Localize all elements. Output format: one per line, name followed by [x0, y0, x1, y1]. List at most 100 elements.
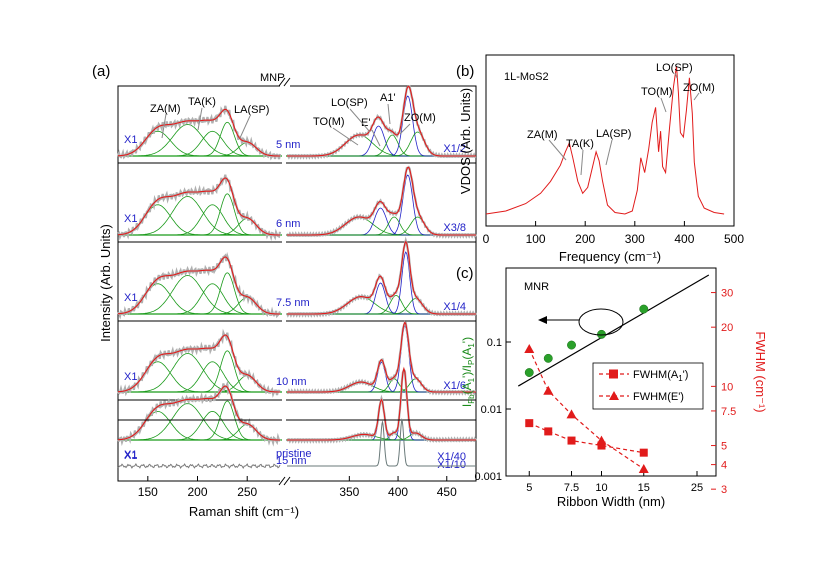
vdos-curve [485, 65, 725, 215]
tick-label-a: 200 [187, 485, 207, 499]
spectrum-row-2: X1 7.5 nm X1/4 [117, 236, 477, 320]
panel-c-frame [505, 267, 717, 477]
row-right-scale: X1/2 [443, 143, 466, 155]
panel-a-label: (a) [92, 63, 110, 80]
panel-c-ylabel-right: FWHM (cm⁻¹) [753, 331, 768, 412]
panel-b: (b) 1L-MoS2 0 100 200 300 400 500 ZA(M) TA(K)… [456, 54, 744, 264]
legend-a1-label: FWHM(A1') [633, 369, 688, 383]
panel-a-xlabel: Raman shift (cm⁻¹) [189, 504, 299, 519]
fit-left [118, 385, 280, 441]
fwhm-a1-point [597, 441, 606, 450]
fit-right [287, 366, 476, 441]
spectrum-row-4: X1 15 nm X1/10 [117, 366, 477, 471]
panel-a-ticks: 150 200 250 350 400 450 [138, 476, 457, 499]
panel-a-sample-label: MNR [260, 72, 285, 84]
component-left-1 [118, 124, 280, 157]
ratio-point [567, 340, 576, 350]
ratio-ellipse-annotation [578, 308, 624, 336]
spectrum-row-5: X1 pristine X1/40 [117, 418, 476, 470]
fit-right [287, 240, 476, 315]
panel-b-frame [485, 54, 735, 227]
tick-label-c-right: 7.5 [721, 406, 736, 418]
row-left-scale: X1 [124, 292, 137, 304]
vdos-label-to: TO(M) [641, 86, 673, 98]
panel-c-xlabel: Ribbon Width (nm) [557, 494, 665, 509]
peak-label-e: E' [361, 117, 370, 129]
data-left [117, 174, 282, 242]
tick-label-c-x: 10 [595, 482, 607, 494]
row-right-scale: X1/4 [443, 301, 466, 313]
axis-break-marks [278, 77, 291, 486]
tick-label-b: 300 [625, 232, 645, 246]
panel-c-plot [517, 274, 710, 473]
panel-c-sample-label: MNR [524, 281, 549, 293]
tick-label-a: 400 [388, 485, 408, 499]
tick-label-b: 0 [483, 232, 490, 246]
panel-b-sample-label: 1L-MoS2 [504, 71, 549, 83]
tick-label-c-right: 10 [721, 381, 733, 393]
peak-label-la: LA(SP) [234, 104, 269, 116]
tick-label-c-x: 7.5 [564, 482, 579, 494]
tick-label-c-x: 5 [526, 482, 532, 494]
fwhm-a1-point [544, 427, 553, 436]
row-width-label: 10 nm [276, 376, 307, 388]
vdos-label-ta: TA(K) [566, 138, 594, 150]
panel-c-legend: FWHM(A1') FWHM(E') [592, 362, 704, 410]
tick-label-c-x: 25 [691, 482, 703, 494]
panel-a-ylabel: Intensity (Arb. Units) [98, 224, 113, 342]
row-left-scale: X1 [124, 213, 137, 225]
row-left-scale: X1 [124, 371, 137, 383]
fwhm-e-point [543, 385, 554, 395]
legend-a1-marker [609, 369, 618, 379]
pristine-left-curve [117, 462, 281, 470]
panel-c-ylabel-left: IFb(A1')/IP(A1') [460, 337, 476, 407]
peak-label-ta: TA(K) [188, 96, 216, 108]
fit-left [118, 334, 280, 393]
pristine-right-curve [287, 418, 476, 467]
tick-label-b: 200 [575, 232, 595, 246]
fit-left [118, 177, 280, 236]
row-width-label: 7.5 nm [276, 297, 310, 309]
tick-label-c-right: 20 [721, 322, 733, 334]
tick-label-c-left: 0.001 [474, 471, 502, 483]
peak-label-lo: LO(SP) [331, 97, 368, 109]
fit-right [287, 166, 476, 236]
tick-label-a: 450 [437, 485, 457, 499]
tick-label-c-right: 4 [721, 460, 727, 472]
vdos-label-la: LA(SP) [596, 128, 631, 140]
panel-b-ticks: 0 100 200 300 400 500 [483, 221, 744, 246]
tick-label-c-x: 15 [638, 482, 650, 494]
tick-label-a: 250 [237, 485, 257, 499]
tick-label-c-left: 0.1 [487, 337, 502, 349]
ratio-fit-line [517, 274, 710, 387]
panel-a-peak-labels: ZA(M) TA(K) LA(SP) TO(M) LO(SP) E' A1' Z… [150, 92, 436, 129]
fit-left [118, 256, 280, 315]
vdos-label-lo: LO(SP) [656, 62, 693, 74]
fwhm-a1-point [639, 448, 648, 457]
panel-b-peak-labels: ZA(M) TA(K) LA(SP) TO(M) LO(SP) ZO(M) [527, 62, 715, 150]
row-right-scale: X1/10 [437, 459, 466, 471]
tick-label-a: 350 [339, 485, 359, 499]
ratio-point [543, 353, 553, 363]
spectrum-row-0: X1 5 nm X1/2 [116, 84, 477, 161]
fit-left [117, 108, 280, 157]
panel-b-label: (b) [456, 63, 474, 80]
component-left-3 [118, 121, 280, 157]
tick-label-a: 150 [138, 485, 158, 499]
fwhm-e-point [524, 343, 535, 353]
fit-right [287, 321, 476, 393]
row-width-label: 15 nm [276, 455, 307, 467]
peak-label-zo: ZO(M) [404, 112, 436, 124]
panel-a-frame [117, 85, 477, 482]
panel-c: (c) MNR 5 7.5 10 15 25 0.001 0.01 0.1 3 4 5 7.5 10 20… [456, 265, 768, 509]
ratio-point [639, 304, 649, 314]
panel-b-xlabel: Frequency (cm⁻¹) [559, 249, 661, 264]
fwhm-e-point [566, 409, 577, 419]
tick-label-c-left: 0.01 [481, 404, 502, 416]
ratio-arrow-head [538, 316, 547, 324]
row-left-scale: X1 [124, 449, 137, 461]
fwhm-a1-point [525, 419, 534, 428]
component-left-3 [118, 272, 280, 315]
row-left-scale: X1 [124, 450, 137, 462]
